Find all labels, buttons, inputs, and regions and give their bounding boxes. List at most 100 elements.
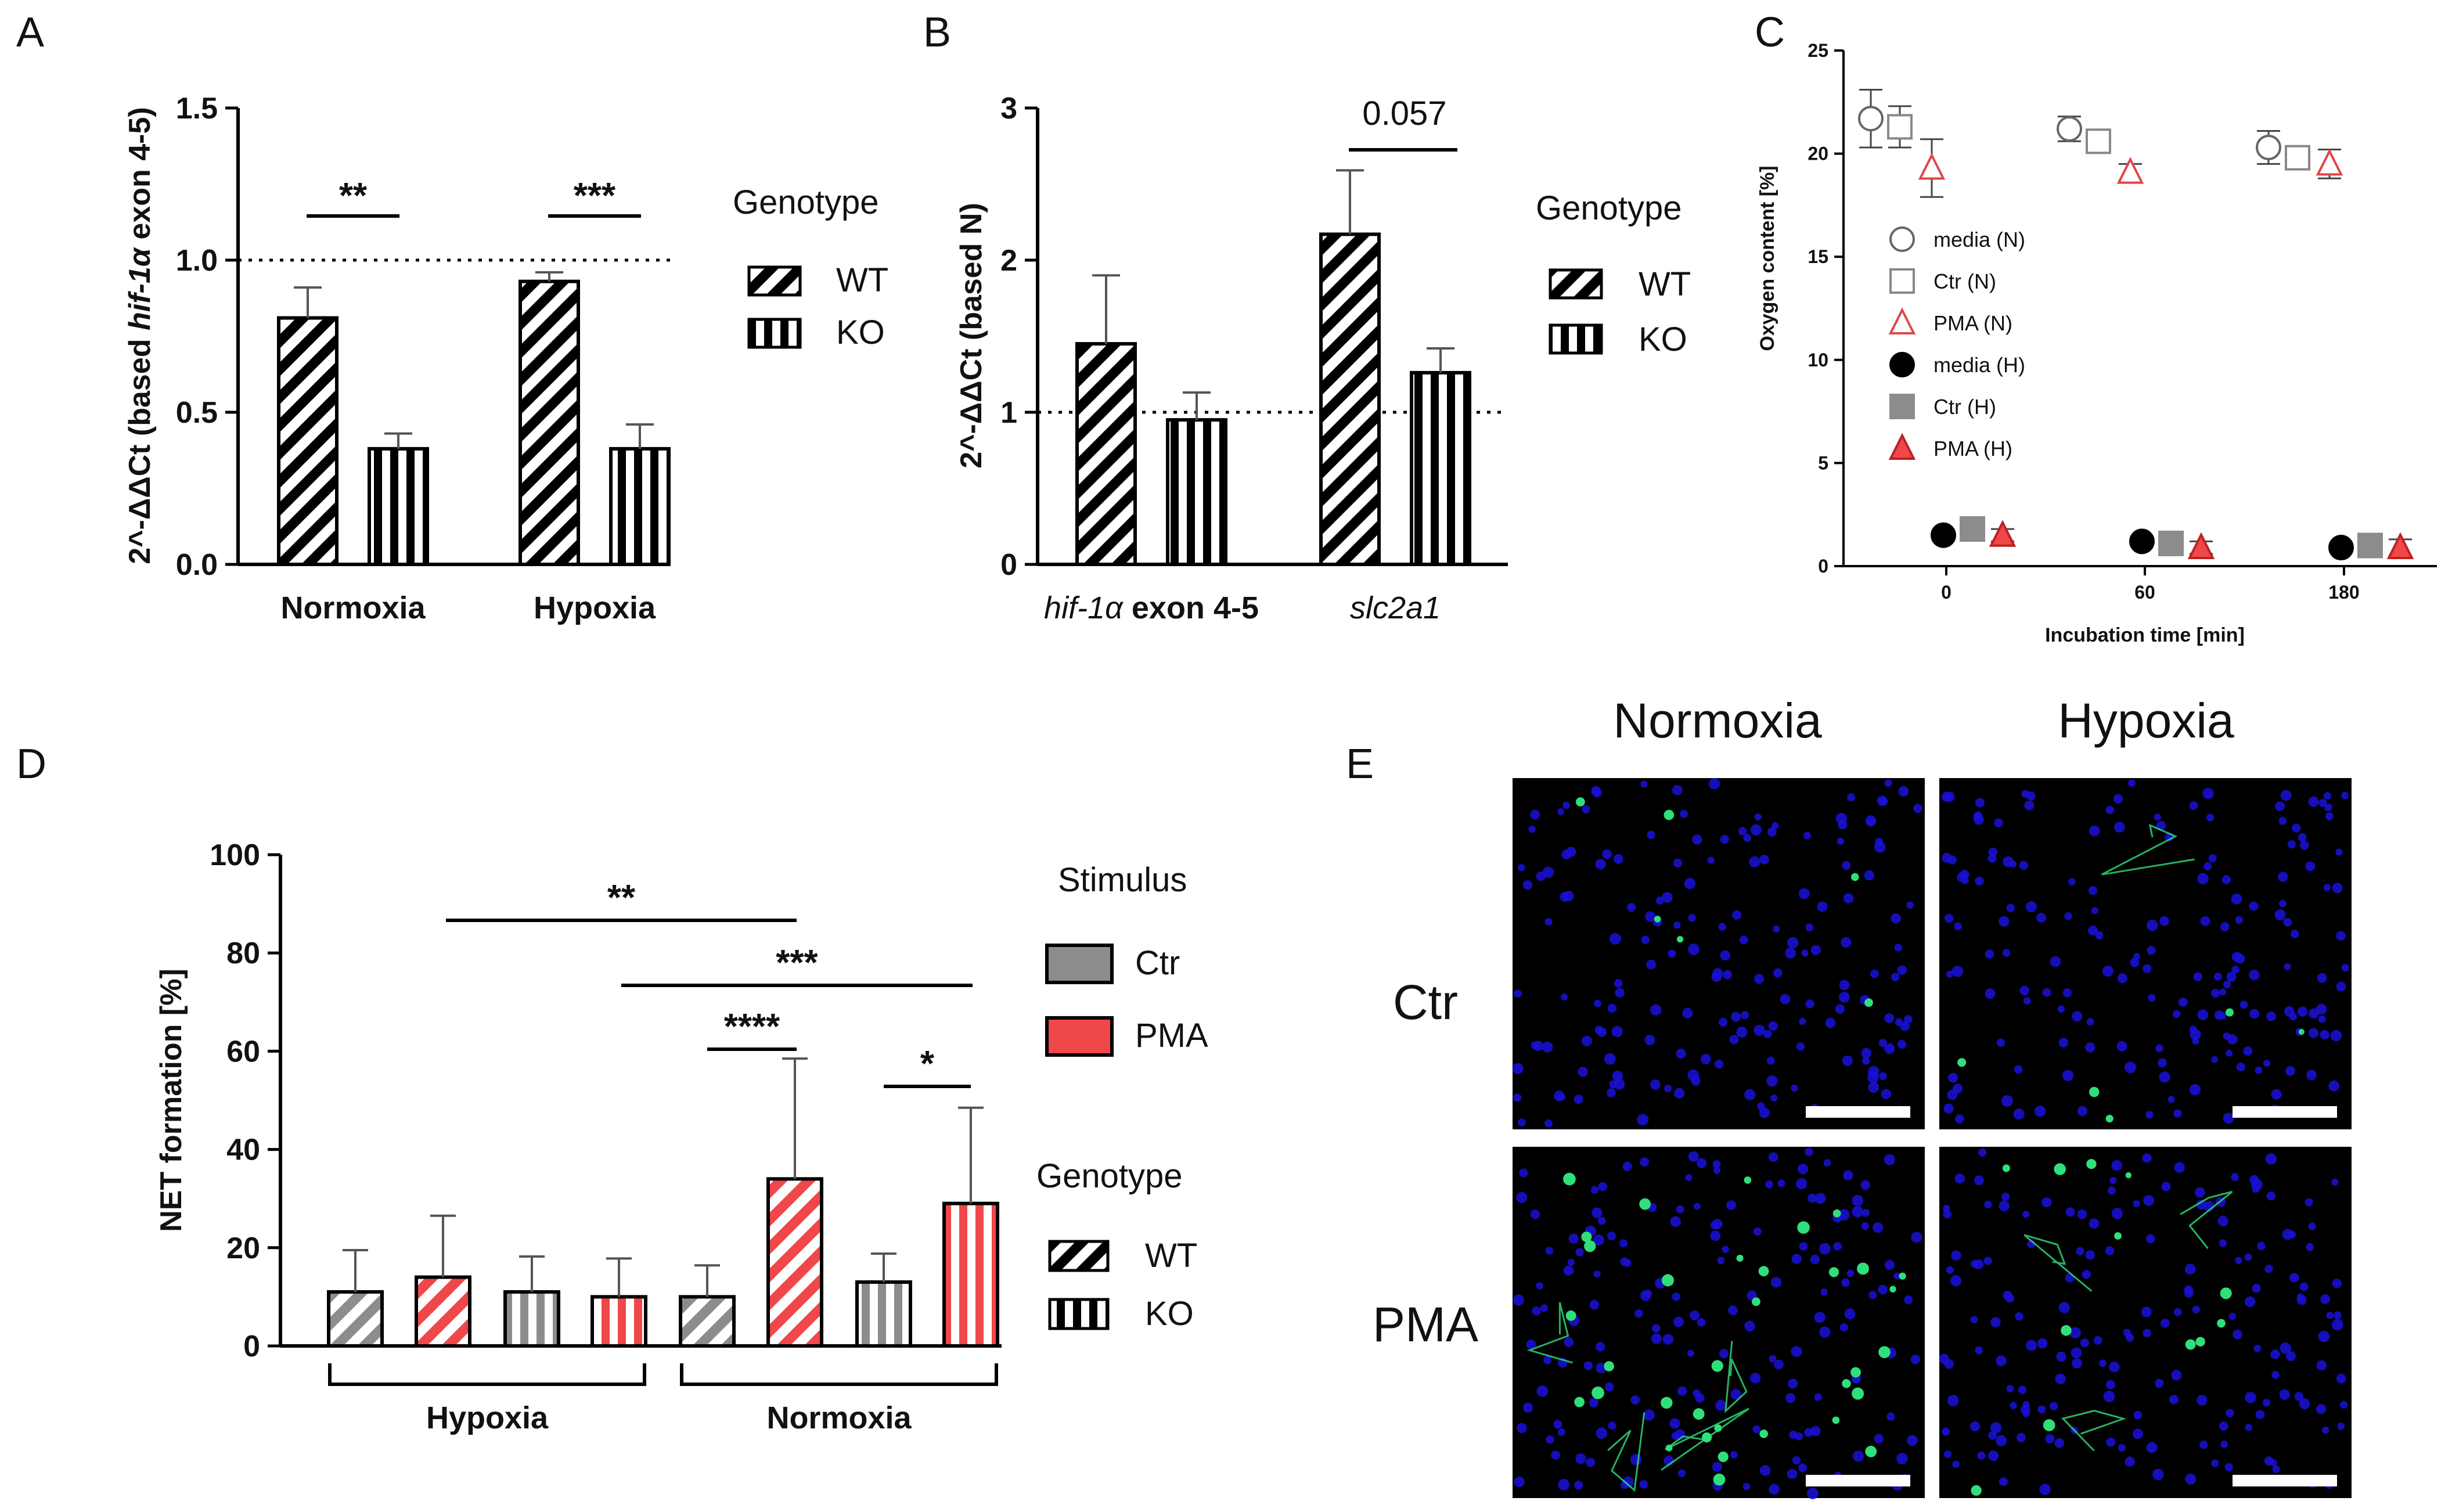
nucleus [1759, 1465, 1771, 1476]
nucleus [2203, 862, 2212, 870]
nucleus [2118, 1443, 2126, 1452]
stained-cell [1604, 1361, 1614, 1371]
nucleus [1697, 1317, 1706, 1327]
sig-label: *** [776, 943, 818, 983]
nucleus [2189, 1025, 2197, 1034]
nucleus [1984, 1200, 1992, 1209]
y-tick-label: 0 [1000, 548, 1017, 582]
micrograph-hypoxia-ctr [1939, 778, 2352, 1129]
stained-cell [1581, 1232, 1592, 1243]
nucleus [2105, 1246, 2115, 1255]
nucleus [1536, 1282, 1543, 1290]
nucleus [1768, 1152, 1778, 1162]
nucleus [1975, 798, 1985, 808]
nucleus [1798, 888, 1810, 899]
nucleus [2280, 790, 2292, 801]
bar-wt [519, 279, 580, 566]
stained-cell [1857, 1262, 1869, 1275]
chart-a: 0.0 0.5 1.0 1.5 2^-ΔΔCt (based hif-1α exon 4… [123, 92, 888, 625]
nucleus [2056, 1351, 2066, 1362]
chart-c: 0 5 10 15 20 25 0 60 180 Incubation time [min] Oxy… [1756, 40, 2437, 646]
nucleus [1988, 1450, 1999, 1461]
chart-b: 0 1 2 3 2^-ΔΔCt (based N) hif-1α exon 4-5 slc2… [955, 92, 1691, 625]
nucleus [2220, 1441, 2228, 1448]
nucleus [1852, 1205, 1863, 1218]
panel-letter-d: D [16, 741, 46, 787]
micrograph-hypoxia-pma [1939, 1147, 2352, 1498]
nucleus [2284, 1006, 2295, 1017]
stained-cell [2054, 1163, 2066, 1175]
panel-letter-b: B [923, 9, 951, 56]
sig-label: ** [607, 878, 636, 918]
nucleus [1662, 1334, 1674, 1345]
nucleus [2111, 1208, 2123, 1219]
nucleus [2077, 1209, 2087, 1219]
nucleus [2154, 813, 2161, 821]
stained-cell [1575, 797, 1585, 807]
y-tick-label: 80 [226, 937, 260, 970]
bar-ko [368, 447, 429, 566]
stained-cell [2002, 1164, 2010, 1172]
nucleus [2143, 964, 2152, 973]
nucleus [1852, 1376, 1860, 1384]
nucleus [2062, 1070, 2074, 1081]
nucleus [1595, 859, 1606, 870]
net-strand [2023, 1234, 2093, 1292]
nucleus [1668, 949, 1676, 958]
nucleus [1673, 858, 1683, 867]
stained-cell [1957, 1058, 1967, 1067]
nucleus [2331, 1178, 2339, 1186]
nucleus [1999, 1200, 2010, 1212]
bar-hypoxia-ctr-ko [503, 1290, 560, 1348]
nucleus [1700, 1054, 1711, 1064]
nucleus [1592, 1207, 1603, 1218]
nucleus [1861, 1057, 1870, 1065]
nucleus [1891, 913, 1901, 924]
data-point [2285, 145, 2310, 171]
nucleus [1557, 808, 1565, 816]
nucleus [1583, 1361, 1593, 1370]
nucleus [2297, 1006, 2308, 1017]
stained-cell [1661, 1396, 1673, 1409]
nucleus [1607, 1003, 1617, 1013]
nucleus [2275, 801, 2285, 812]
y-tick-label: 100 [210, 838, 260, 872]
nucleus [1560, 891, 1570, 902]
nucleus [1911, 1232, 1922, 1243]
nucleus [2322, 1426, 2329, 1434]
nucleus [1719, 1349, 1729, 1359]
nucleus [2226, 971, 2237, 982]
nucleus [1715, 1399, 1727, 1411]
net-strand [1661, 1407, 1749, 1471]
nucleus [1847, 793, 1856, 801]
nucleus [1896, 1453, 1908, 1464]
nucleus [1808, 1193, 1817, 1203]
nucleus [2221, 875, 2231, 884]
nucleus [1805, 923, 1814, 931]
nucleus [2160, 1319, 2170, 1328]
nucleus [1814, 1312, 1826, 1323]
nucleus [1590, 1186, 1599, 1194]
nucleus [2262, 1399, 2271, 1407]
nucleus [2318, 798, 2327, 807]
nucleus [2148, 993, 2156, 1002]
legend-label-ctr: Ctr [1135, 944, 1180, 982]
nucleus [2145, 1111, 2154, 1119]
bar-ko [1410, 370, 1471, 566]
sig-label: * [920, 1044, 935, 1084]
nucleus [1514, 989, 1522, 998]
nucleus [2306, 1243, 2314, 1251]
nucleus [1682, 1007, 1693, 1018]
nucleus [1641, 935, 1650, 944]
nucleus [1614, 979, 1623, 988]
nucleus [1744, 1320, 1755, 1332]
nucleus [2173, 1109, 2182, 1118]
stained-cell [2043, 1419, 2055, 1431]
stained-cell [1797, 1221, 1810, 1234]
bar-wt [1075, 342, 1137, 566]
nucleus [1960, 870, 1969, 880]
stained-cell [1850, 873, 1859, 881]
nucleus [2076, 1247, 2084, 1256]
nucleus [1996, 1435, 2007, 1446]
nucleus [1898, 786, 1909, 797]
